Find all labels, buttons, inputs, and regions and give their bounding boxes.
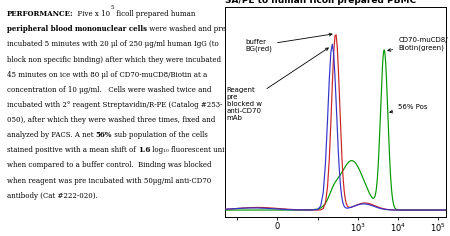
Text: Binding of CD70-muCD8/Biotin +
SA/PE to human ficoll prepared PBMC: Binding of CD70-muCD8/Biotin + SA/PE to …	[225, 0, 416, 5]
Text: sub population of the cells: sub population of the cells	[112, 131, 207, 139]
Text: were washed and pre: were washed and pre	[147, 25, 225, 33]
Text: 5: 5	[110, 5, 114, 10]
Text: stained positive with a mean shift of: stained positive with a mean shift of	[7, 146, 138, 154]
Text: CD70-muCD8/
Biotin(green): CD70-muCD8/ Biotin(green)	[388, 37, 448, 51]
Text: 56% Pos: 56% Pos	[390, 104, 428, 113]
Text: log₁₀ fluorescent units: log₁₀ fluorescent units	[150, 146, 231, 154]
Text: 050), after which they were washed three times, fixed and: 050), after which they were washed three…	[7, 116, 215, 124]
Text: analyzed by FACS. A net: analyzed by FACS. A net	[7, 131, 95, 139]
Text: PERFORMANCE:: PERFORMANCE:	[7, 10, 73, 18]
Text: buffer
BG(red): buffer BG(red)	[245, 33, 332, 52]
Text: 56%: 56%	[95, 131, 112, 139]
Text: Reagent
pre
blocked w
anti-CD70
mAb: Reagent pre blocked w anti-CD70 mAb	[227, 48, 328, 121]
Text: 1.6: 1.6	[138, 146, 150, 154]
Text: concentration of 10 μg/ml.   Cells were washed twice and: concentration of 10 μg/ml. Cells were wa…	[7, 86, 211, 94]
Text: incubated 5 minutes with 20 μl of 250 μg/ml human IgG (to: incubated 5 minutes with 20 μl of 250 μg…	[7, 41, 218, 48]
Text: when compared to a buffer control.  Binding was blocked: when compared to a buffer control. Bindi…	[7, 161, 211, 169]
Text: antibody (Cat #222-020).: antibody (Cat #222-020).	[7, 192, 98, 200]
Text: Five x 10: Five x 10	[73, 10, 110, 18]
Text: 45 minutes on ice with 80 μl of CD70-muCD8/Biotin at a: 45 minutes on ice with 80 μl of CD70-muC…	[7, 71, 207, 79]
Text: when reagent was pre incubated with 50μg/ml anti-CD70: when reagent was pre incubated with 50μg…	[7, 177, 211, 185]
Text: ficoll prepared human: ficoll prepared human	[114, 10, 195, 18]
Text: block non specific binding) after which they were incubated: block non specific binding) after which …	[7, 56, 220, 63]
Text: incubated with 2° reagent Streptavidin/R-PE (Catalog #253-: incubated with 2° reagent Streptavidin/R…	[7, 101, 222, 109]
Text: peripheral blood mononuclear cells: peripheral blood mononuclear cells	[7, 25, 147, 33]
